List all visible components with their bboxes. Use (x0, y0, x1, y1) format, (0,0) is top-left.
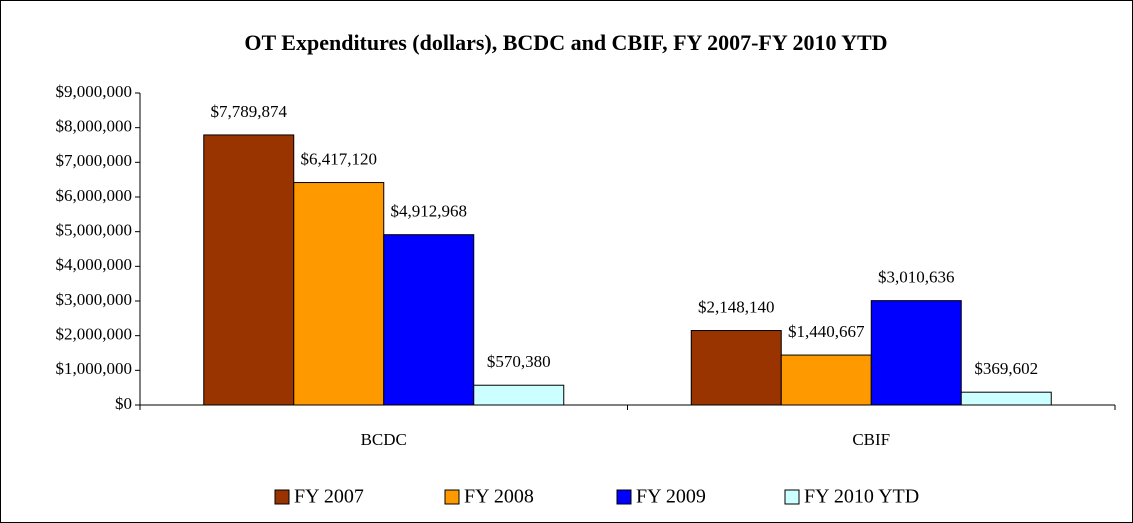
y-tick-label: $2,000,000 (56, 325, 133, 344)
y-tick-label: $8,000,000 (56, 117, 133, 136)
bar (780, 354, 872, 406)
value-label: $570,380 (487, 352, 551, 371)
y-tick-label: $4,000,000 (56, 255, 133, 274)
legend-swatch (616, 489, 632, 505)
value-label: $3,010,636 (878, 268, 955, 287)
y-tick-label: $9,000,000 (56, 82, 133, 101)
legend-label: FY 2009 (636, 486, 706, 508)
x-tick-label: BCDC (361, 430, 407, 449)
legend-swatch (784, 489, 800, 505)
value-label: $1,440,667 (788, 322, 865, 341)
bar (870, 300, 962, 406)
bar (293, 182, 385, 406)
x-tick-label: CBIF (852, 430, 890, 449)
y-tick-label: $6,000,000 (56, 186, 133, 205)
legend-swatch (444, 489, 460, 505)
legend-label: FY 2010 YTD (804, 486, 919, 508)
y-tick-label: $1,000,000 (56, 359, 133, 378)
value-label: $4,912,968 (391, 202, 468, 221)
bar (960, 391, 1052, 406)
y-tick-label: $3,000,000 (56, 290, 133, 309)
bar (690, 330, 782, 406)
y-tick-label: $5,000,000 (56, 221, 133, 240)
legend-label: FY 2008 (464, 486, 534, 508)
chart-title: OT Expenditures (dollars), BCDC and CBIF… (244, 30, 887, 55)
y-tick-label: $7,000,000 (56, 151, 133, 170)
legend-swatch (274, 489, 290, 505)
legend-label: FY 2007 (294, 486, 364, 508)
y-tick-label: $0 (115, 394, 132, 413)
value-label: $7,789,874 (211, 102, 288, 121)
value-label: $369,602 (974, 359, 1038, 378)
bar (203, 134, 295, 406)
bar (473, 384, 565, 406)
bar (383, 234, 475, 406)
value-label: $6,417,120 (301, 149, 378, 168)
value-label: $2,148,140 (698, 297, 775, 316)
